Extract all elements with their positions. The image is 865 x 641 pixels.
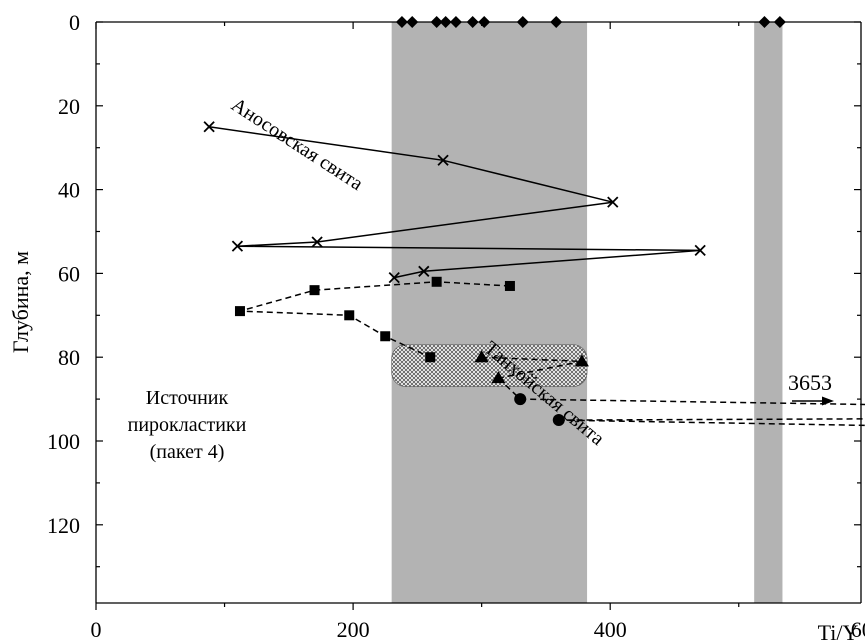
shaded-band-2	[754, 22, 783, 603]
offscale-arrow-icon	[792, 396, 834, 406]
series-1-point-6	[694, 244, 706, 256]
series-1-point-4	[311, 236, 323, 248]
x-tick-label-200: 200	[337, 617, 370, 641]
series-1-point-1	[203, 121, 215, 133]
series-4-point-1	[514, 393, 527, 406]
source-label-line1: Источник	[146, 387, 229, 409]
axes: 02004006008001000020406080100120	[47, 10, 865, 641]
series-3-point-2	[574, 354, 589, 367]
series-2-point-4	[234, 306, 245, 317]
series-1-line	[208, 126, 701, 279]
y-tick-label-40: 40	[58, 178, 80, 203]
x-tick-label-600: 600	[851, 617, 865, 641]
x-axis-title: Ti/Y	[818, 620, 859, 641]
series-2-point-1	[504, 280, 515, 291]
shaded-band-1	[391, 22, 588, 603]
series-2-point-6	[380, 331, 391, 342]
series-3-point-3	[491, 371, 506, 384]
offscale-value-label: 3653	[788, 370, 832, 395]
series-2-point-7	[425, 352, 436, 363]
series-1-point-3	[607, 196, 619, 208]
series-3-point-1	[474, 350, 489, 363]
y-tick-label-20: 20	[58, 94, 80, 119]
series-4-point-3	[552, 414, 565, 427]
y-tick-label-60: 60	[58, 261, 80, 286]
y-tick-label-0: 0	[69, 10, 80, 35]
source-label-line2: пирокластики	[128, 414, 247, 436]
x-tick-label-400: 400	[594, 617, 627, 641]
connector-1-line	[558, 419, 865, 427]
series-1-point-7	[418, 265, 430, 277]
series-2-point-3	[309, 285, 320, 296]
series-2-point-2	[431, 276, 442, 287]
y-tick-label-80: 80	[58, 345, 80, 370]
series-1-point-2	[437, 154, 449, 166]
y-tick-label-120: 120	[47, 513, 80, 538]
shaded-bands	[391, 22, 783, 603]
series-1-point-5	[231, 240, 244, 252]
y-tick-label-100: 100	[47, 429, 80, 454]
series-1-point-8	[388, 271, 400, 284]
anosov-formation-label: Аносовская свита	[227, 94, 367, 195]
x-tick-label-0: 0	[91, 617, 102, 641]
series-2-point-5	[344, 310, 355, 321]
source-label-line3: (пакет 4)	[150, 441, 225, 463]
y-axis-title: Глубина, м	[8, 251, 33, 353]
